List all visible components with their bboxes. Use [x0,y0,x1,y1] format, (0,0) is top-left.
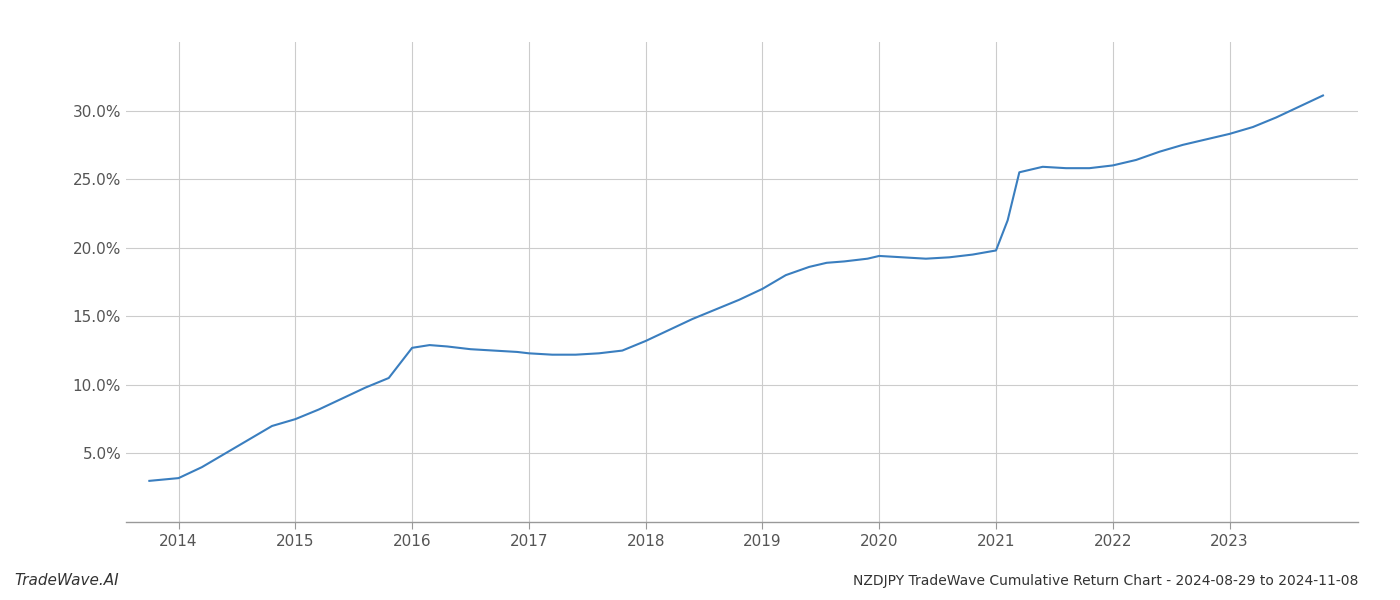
Text: TradeWave.AI: TradeWave.AI [14,573,119,588]
Text: NZDJPY TradeWave Cumulative Return Chart - 2024-08-29 to 2024-11-08: NZDJPY TradeWave Cumulative Return Chart… [853,574,1358,588]
